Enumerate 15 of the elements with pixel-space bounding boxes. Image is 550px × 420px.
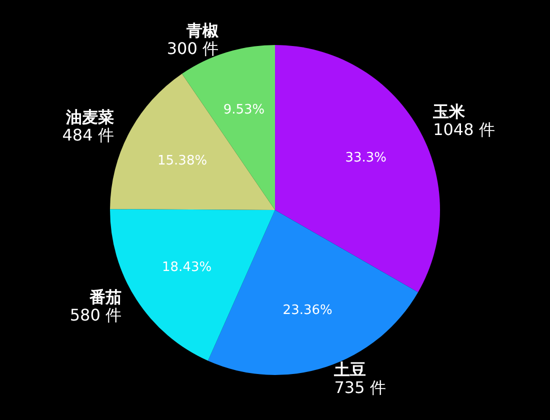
text: 18.43% bbox=[162, 260, 212, 275]
slice-label: 青椒 bbox=[185, 20, 220, 40]
text: 33.3% bbox=[345, 150, 387, 166]
slice-label: 玉米 bbox=[432, 102, 466, 121]
slice-label: 油麦菜 bbox=[64, 107, 114, 126]
data-label: 735 件 bbox=[334, 378, 386, 398]
data-label: 1048 件 bbox=[433, 120, 495, 139]
data-label: 580 件 bbox=[70, 306, 122, 325]
data-label: 484 件 bbox=[62, 125, 114, 144]
data-label: 300 件 bbox=[166, 38, 218, 58]
text: 23.36% bbox=[282, 302, 332, 318]
text: 15.38% bbox=[158, 154, 208, 169]
slice-label: 土豆 bbox=[333, 360, 366, 380]
text: 9.53% bbox=[223, 102, 265, 118]
slice-label: 番茄 bbox=[88, 288, 122, 307]
